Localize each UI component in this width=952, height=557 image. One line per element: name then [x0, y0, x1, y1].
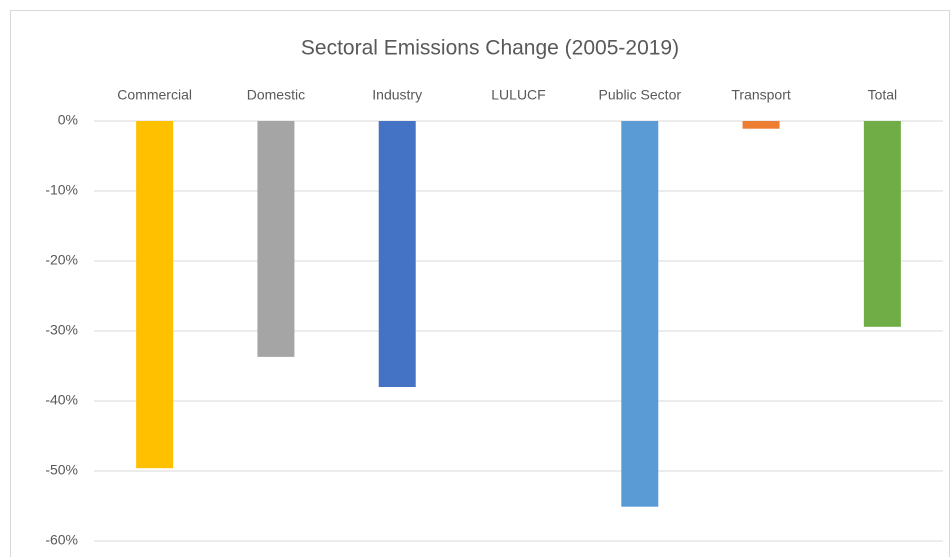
x-tick-label: Total [868, 87, 898, 103]
y-tick-label: 0% [58, 112, 78, 128]
bar [863, 121, 901, 327]
y-tick-label: -20% [45, 252, 78, 268]
x-tick-label: Transport [731, 87, 791, 103]
x-tick-label: Public Sector [599, 87, 682, 103]
x-tick-label: Industry [372, 87, 422, 103]
y-tick-label: -60% [45, 532, 78, 548]
y-tick-label: -30% [45, 322, 78, 338]
x-tick-label: Domestic [247, 87, 305, 103]
bar [257, 121, 295, 357]
bar [378, 121, 416, 387]
bar [621, 121, 659, 507]
y-tick-label: -10% [45, 182, 78, 198]
y-tick-label: -40% [45, 392, 78, 408]
x-tick-label: Commercial [117, 87, 192, 103]
x-tick-label: LULUCF [491, 87, 545, 103]
y-tick-label: -50% [45, 462, 78, 478]
chart-title: Sectoral Emissions Change (2005-2019) [301, 37, 679, 60]
bar [742, 121, 780, 129]
bar [136, 121, 174, 469]
